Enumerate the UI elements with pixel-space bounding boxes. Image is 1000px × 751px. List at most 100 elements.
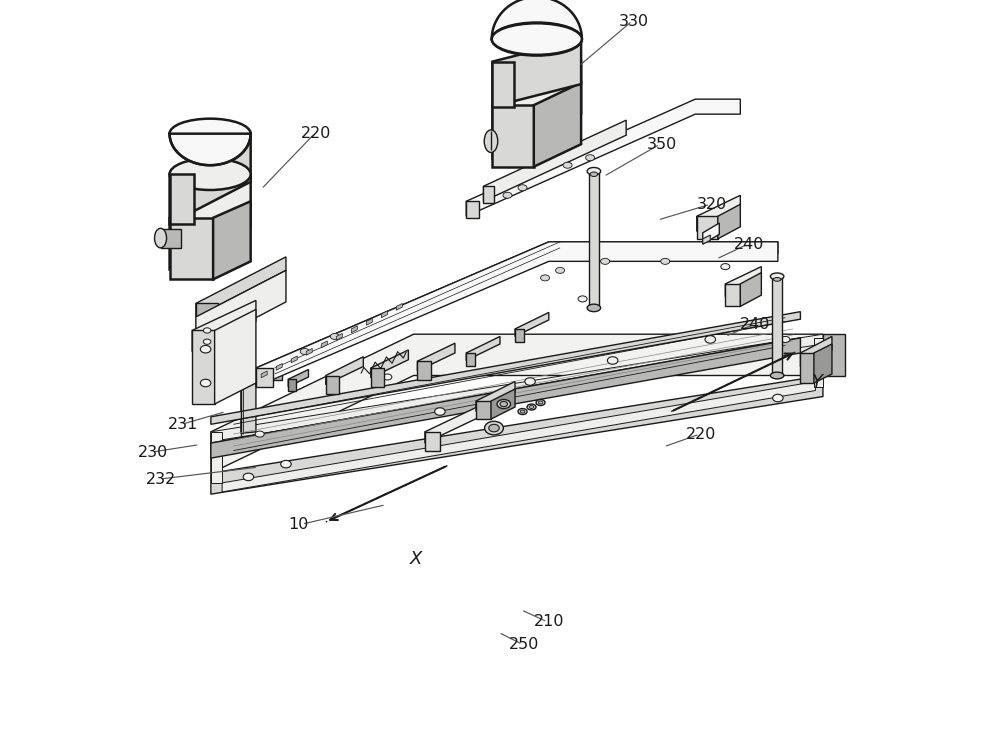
- Polygon shape: [170, 176, 251, 269]
- Polygon shape: [196, 303, 218, 349]
- Polygon shape: [170, 134, 251, 224]
- Ellipse shape: [330, 333, 339, 339]
- Ellipse shape: [281, 460, 291, 468]
- Ellipse shape: [721, 264, 730, 270]
- Polygon shape: [417, 343, 455, 371]
- Text: 231: 231: [168, 417, 198, 432]
- Polygon shape: [211, 334, 823, 442]
- Polygon shape: [211, 432, 222, 483]
- Polygon shape: [483, 120, 626, 201]
- Polygon shape: [211, 312, 800, 424]
- Ellipse shape: [500, 401, 508, 406]
- Ellipse shape: [383, 374, 392, 380]
- Polygon shape: [213, 201, 251, 279]
- Polygon shape: [725, 267, 761, 297]
- Polygon shape: [222, 382, 815, 492]
- Polygon shape: [196, 270, 286, 349]
- Polygon shape: [718, 204, 740, 239]
- Polygon shape: [192, 330, 215, 404]
- Polygon shape: [241, 368, 256, 433]
- Polygon shape: [589, 171, 599, 308]
- Polygon shape: [515, 329, 524, 342]
- Ellipse shape: [518, 185, 527, 191]
- Text: 232: 232: [146, 472, 176, 487]
- Text: 210: 210: [534, 614, 564, 629]
- Polygon shape: [192, 300, 256, 351]
- Polygon shape: [491, 389, 515, 419]
- Ellipse shape: [527, 404, 536, 410]
- Polygon shape: [288, 379, 296, 391]
- Polygon shape: [288, 369, 308, 387]
- Ellipse shape: [203, 339, 211, 344]
- Polygon shape: [170, 134, 251, 165]
- Polygon shape: [800, 336, 832, 366]
- Text: 320: 320: [697, 197, 727, 212]
- Text: 330: 330: [619, 14, 649, 29]
- Polygon shape: [466, 99, 740, 216]
- Polygon shape: [492, 0, 582, 39]
- Polygon shape: [417, 361, 431, 380]
- Polygon shape: [476, 401, 491, 419]
- Ellipse shape: [485, 421, 503, 435]
- Ellipse shape: [243, 473, 254, 481]
- Ellipse shape: [497, 400, 511, 409]
- Ellipse shape: [155, 228, 167, 248]
- Polygon shape: [170, 174, 194, 224]
- Polygon shape: [425, 394, 504, 443]
- Ellipse shape: [255, 431, 264, 437]
- Ellipse shape: [200, 379, 211, 387]
- Ellipse shape: [435, 408, 445, 415]
- Polygon shape: [371, 368, 384, 387]
- Polygon shape: [256, 368, 273, 387]
- Ellipse shape: [578, 296, 587, 302]
- Ellipse shape: [520, 410, 525, 413]
- Text: Y: Y: [811, 372, 822, 391]
- Text: 10: 10: [288, 517, 309, 532]
- Text: 220: 220: [301, 126, 331, 141]
- Ellipse shape: [563, 162, 572, 168]
- Polygon shape: [466, 201, 479, 218]
- Ellipse shape: [586, 155, 595, 161]
- Ellipse shape: [770, 273, 784, 279]
- Ellipse shape: [536, 400, 545, 406]
- Polygon shape: [466, 353, 475, 366]
- Polygon shape: [814, 338, 823, 387]
- Polygon shape: [215, 309, 256, 404]
- Polygon shape: [211, 334, 823, 473]
- Ellipse shape: [587, 167, 601, 175]
- Polygon shape: [326, 357, 363, 385]
- Polygon shape: [256, 368, 282, 380]
- Ellipse shape: [661, 258, 670, 264]
- Ellipse shape: [587, 304, 601, 312]
- Text: 220: 220: [686, 427, 717, 442]
- Polygon shape: [211, 338, 800, 452]
- Ellipse shape: [518, 409, 527, 415]
- Text: 240: 240: [734, 237, 765, 252]
- Polygon shape: [261, 371, 267, 378]
- Ellipse shape: [770, 372, 784, 379]
- Polygon shape: [351, 326, 357, 333]
- Ellipse shape: [773, 394, 783, 402]
- Polygon shape: [256, 242, 778, 387]
- Polygon shape: [492, 62, 581, 158]
- Ellipse shape: [705, 336, 716, 343]
- Polygon shape: [772, 276, 782, 376]
- Ellipse shape: [170, 158, 251, 190]
- Polygon shape: [483, 186, 494, 203]
- Ellipse shape: [538, 401, 543, 404]
- Text: 350: 350: [646, 137, 677, 152]
- Polygon shape: [326, 376, 339, 394]
- Polygon shape: [306, 348, 312, 355]
- Ellipse shape: [484, 130, 498, 152]
- Polygon shape: [256, 242, 778, 380]
- Polygon shape: [703, 235, 710, 244]
- Ellipse shape: [541, 275, 550, 281]
- Polygon shape: [515, 312, 549, 336]
- Polygon shape: [534, 83, 581, 167]
- Ellipse shape: [525, 378, 535, 385]
- Text: 250: 250: [509, 637, 539, 652]
- Ellipse shape: [773, 277, 781, 281]
- Polygon shape: [703, 223, 719, 244]
- Polygon shape: [321, 341, 327, 348]
- Ellipse shape: [607, 357, 618, 364]
